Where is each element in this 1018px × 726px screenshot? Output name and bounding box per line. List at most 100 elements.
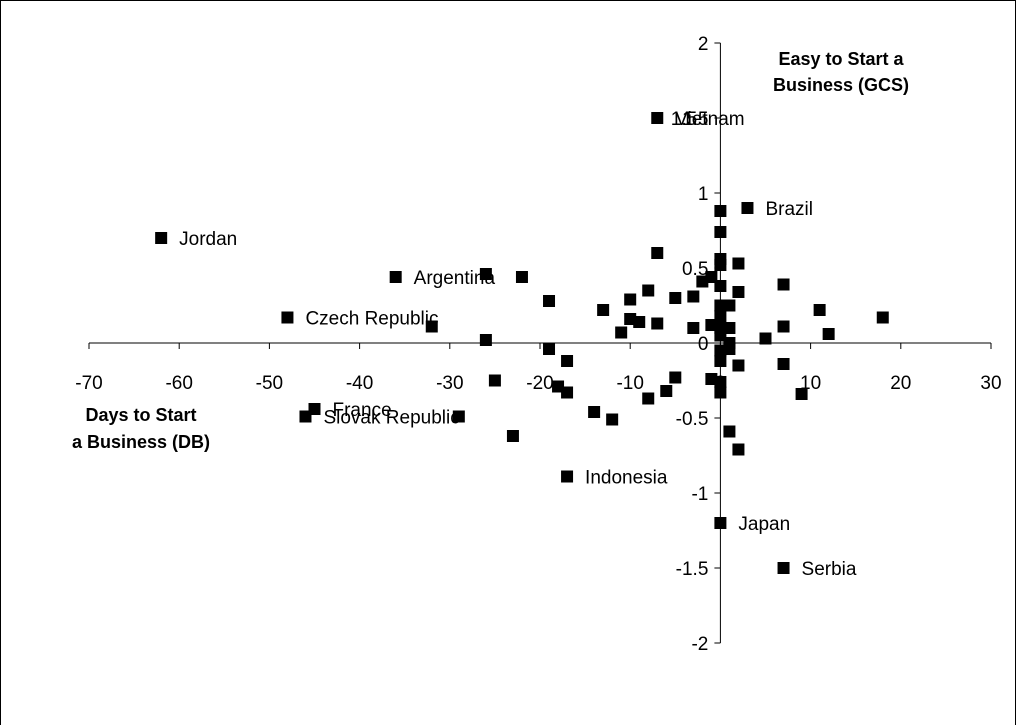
x-tick-label: -40 — [346, 373, 373, 394]
data-point — [597, 304, 610, 316]
data-point — [615, 326, 628, 339]
point-label: Argentina — [414, 268, 496, 289]
point-label: Vietnam — [675, 109, 744, 130]
data-point — [506, 430, 519, 442]
y-tick-label: -1.5 — [676, 559, 709, 580]
data-point — [624, 313, 637, 325]
data-point — [624, 293, 637, 306]
x-axis-title-line: Days to Start — [85, 405, 196, 425]
data-point — [687, 290, 700, 303]
data-point — [651, 317, 664, 330]
data-point — [813, 304, 826, 316]
data-point — [759, 332, 772, 345]
data-point — [543, 343, 556, 355]
data-point — [714, 259, 727, 271]
data-point — [543, 295, 556, 307]
point-label: Serbia — [802, 559, 857, 580]
data-point — [876, 311, 889, 324]
y-tick-label: 2 — [698, 34, 709, 55]
data-point — [299, 410, 312, 423]
data-point — [795, 388, 808, 400]
point-label: Slovak Republic — [323, 408, 459, 429]
data-point — [696, 275, 709, 288]
data-point — [705, 271, 718, 283]
data-point — [552, 380, 565, 393]
data-point — [714, 355, 727, 367]
data-point — [777, 562, 790, 574]
data-point — [452, 410, 465, 423]
x-tick-label: -70 — [75, 373, 102, 394]
x-axis-title-line: a Business (DB) — [72, 432, 210, 452]
data-point — [488, 374, 501, 387]
data-point — [822, 328, 835, 340]
data-point — [777, 320, 790, 333]
data-point — [705, 373, 718, 385]
y-axis-title: Easy to Start a Business (GCS) — [773, 49, 909, 95]
data-point — [723, 425, 736, 438]
data-point — [651, 112, 664, 124]
y-tick-label: 0 — [698, 334, 709, 355]
axes — [88, 42, 992, 644]
data-point — [714, 226, 727, 238]
data-point — [633, 316, 646, 328]
data-point — [669, 371, 682, 384]
y-axis-title-line: Easy to Start a — [778, 49, 904, 69]
data-point — [687, 322, 700, 334]
data-point — [669, 292, 682, 304]
data-point — [732, 359, 745, 372]
data-point — [515, 271, 528, 283]
data-point — [714, 329, 727, 342]
point-label: Jordan — [179, 229, 237, 250]
tick-labels: -70-60-50-40-30-20-100102030-2-1.5-1-0.5… — [75, 34, 1001, 655]
data-point — [732, 286, 745, 298]
y-tick-label: 1 — [698, 184, 709, 205]
point-label: Japan — [738, 514, 790, 535]
data-point — [425, 320, 438, 333]
x-tick-label: -30 — [436, 373, 463, 394]
data-point — [281, 311, 294, 324]
y-axis-title-line: Business (GCS) — [773, 75, 909, 95]
data-point — [651, 247, 664, 259]
data-points — [155, 112, 889, 574]
data-point — [660, 385, 673, 397]
x-axis-title: Days to Start a Business (DB) — [72, 405, 210, 452]
data-point — [389, 271, 402, 283]
point-labels: Jordan Czech Republic Argentina FranceSlova… — [179, 109, 857, 580]
data-point — [714, 280, 727, 292]
data-point — [155, 232, 168, 244]
axis-titles: Easy to Start a Business (GCS) Days to Sta… — [72, 49, 909, 452]
y-tick-label: -1 — [691, 484, 708, 505]
data-point — [479, 268, 492, 280]
data-point — [777, 358, 790, 370]
data-point — [561, 470, 574, 483]
data-point — [642, 284, 655, 297]
data-point — [308, 403, 321, 415]
x-tick-label: -20 — [526, 373, 553, 394]
data-point — [777, 278, 790, 291]
data-point — [714, 376, 727, 388]
data-point — [714, 205, 727, 217]
data-point — [714, 517, 727, 529]
data-point — [714, 310, 727, 322]
data-point — [606, 413, 619, 426]
data-point — [723, 343, 736, 355]
data-point — [714, 344, 727, 357]
data-point — [723, 299, 736, 312]
data-point — [705, 319, 718, 331]
data-point — [714, 299, 727, 312]
point-label: Czech Republic — [305, 309, 438, 330]
y-tick-label: -0.5 — [676, 409, 709, 430]
data-point — [732, 257, 745, 270]
point-label: Brazil — [765, 199, 813, 220]
point-label: France — [333, 400, 392, 421]
y-tick-label: 0.5 — [682, 259, 708, 280]
data-point — [741, 202, 754, 214]
point-label: Indonesia — [585, 468, 668, 489]
x-tick-label: -60 — [165, 373, 192, 394]
x-tick-label: -50 — [256, 373, 283, 394]
data-point — [561, 355, 574, 367]
data-point — [588, 406, 601, 418]
x-tick-label: -10 — [616, 373, 643, 394]
